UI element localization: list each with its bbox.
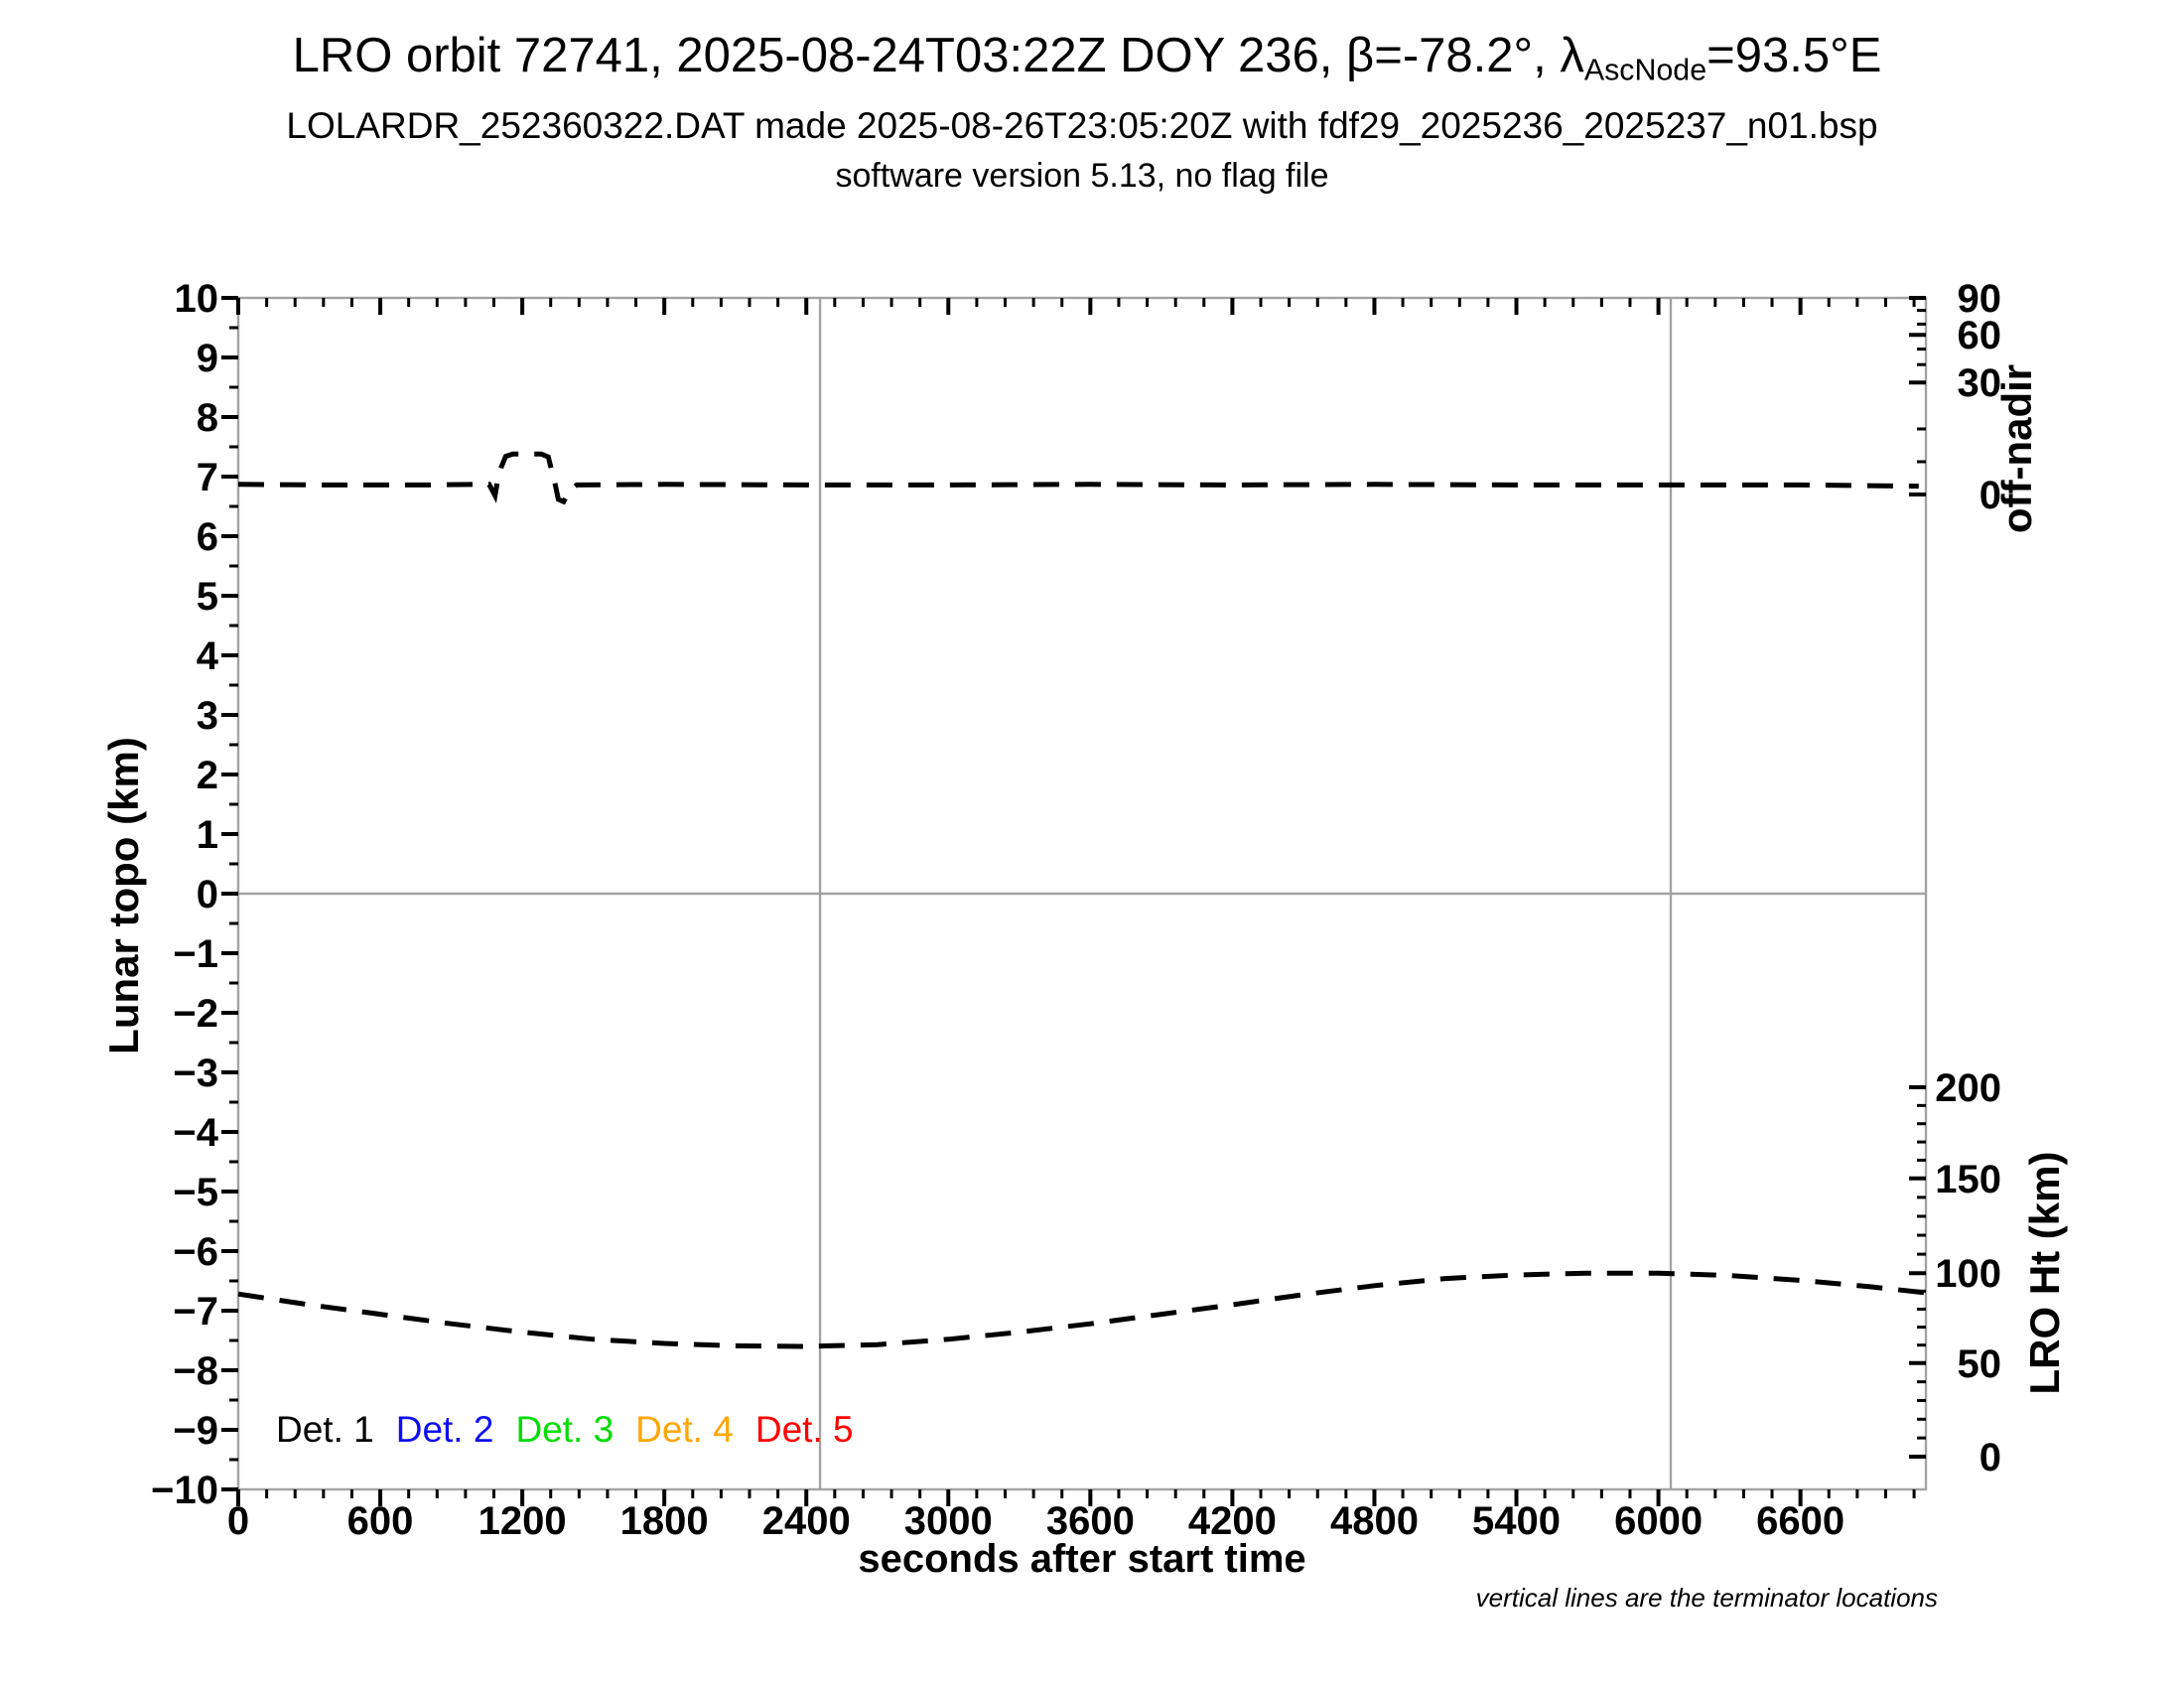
detector-legend: Det. 1 Det. 2 Det. 3 Det. 4 Det. 5 xyxy=(276,1409,854,1451)
x-tick-label: 1200 xyxy=(478,1499,567,1543)
x-axis-title: seconds after start time xyxy=(858,1537,1306,1581)
page-title-suffix: =93.5°E xyxy=(1706,29,1882,82)
x-tick-label: 0 xyxy=(227,1499,249,1543)
y-tick-label: −9 xyxy=(173,1409,218,1453)
major-ticks xyxy=(221,296,1926,1506)
x-tick-label: 1800 xyxy=(620,1499,709,1543)
page-title-main: LRO orbit 72741, 2025-08-24T03:22Z DOY 2… xyxy=(292,29,1584,82)
y-tick-label: −10 xyxy=(151,1469,218,1512)
offnadir-tick-label: 90 xyxy=(1958,277,2002,321)
offnadir-tick-label: 30 xyxy=(1958,361,2002,405)
x-tick-label: 2400 xyxy=(762,1499,851,1543)
y-tick-label: 5 xyxy=(197,575,218,619)
y-tick-label: 9 xyxy=(197,337,218,380)
y-tick-label: −1 xyxy=(173,932,218,976)
y-tick-label: 6 xyxy=(197,515,218,559)
x-tick-label: 4200 xyxy=(1188,1499,1277,1543)
lro-height-axis-title: LRO Ht (km) xyxy=(2021,1151,2068,1395)
gridlines xyxy=(238,298,1926,1489)
lroht-tick-label: 0 xyxy=(1979,1436,2001,1479)
legend-item-det-1: Det. 1 xyxy=(276,1409,374,1450)
y-tick-label: −8 xyxy=(173,1349,218,1393)
y-tick-label: 10 xyxy=(175,277,219,321)
data-series xyxy=(237,451,1927,1349)
lroht-tick-label: 150 xyxy=(1935,1158,2001,1201)
y-tick-label: 2 xyxy=(197,754,218,797)
x-tick-label: 6000 xyxy=(1614,1499,1703,1543)
page-subsubtitle: software version 5.13, no flag file xyxy=(835,157,1329,195)
offnadir-axis-title: off-nadir xyxy=(1993,363,2040,534)
x-tick-label: 3600 xyxy=(1046,1499,1135,1543)
y-tick-label: 4 xyxy=(197,634,219,678)
y-tick-label: 3 xyxy=(197,694,218,738)
y-tick-label: −3 xyxy=(173,1052,218,1095)
lroht-tick-label: 100 xyxy=(1935,1252,2001,1296)
offnadir-tick-label: 0 xyxy=(1979,474,2001,517)
minor-ticks xyxy=(229,298,1926,1498)
y-tick-label: 8 xyxy=(197,396,218,440)
y-tick-label: −4 xyxy=(173,1111,218,1155)
legend-item-det-3: Det. 3 xyxy=(515,1409,614,1450)
y-tick-label: −2 xyxy=(173,992,218,1036)
x-tick-label: 6600 xyxy=(1756,1499,1844,1543)
legend-item-det-4: Det. 4 xyxy=(635,1409,734,1450)
lro-height-curve xyxy=(237,1270,1927,1349)
y-tick-label: −7 xyxy=(173,1290,218,1334)
offnadir-tick-label: 60 xyxy=(1958,314,2002,357)
page-subtitle: LOLARDR_252360322.DAT made 2025-08-26T23… xyxy=(286,105,1878,146)
terminator-footnote: vertical lines are the terminator locati… xyxy=(1475,1583,1938,1613)
tick-labels: 0 600 1200 1800 2400 3000 3600 4200 4800 5400 6000… xyxy=(151,277,2001,1543)
legend-item-det-2: Det. 2 xyxy=(395,1409,494,1450)
off-nadir-angle-curve xyxy=(237,451,1919,505)
x-tick-label: 4800 xyxy=(1330,1499,1419,1543)
y-tick-label: 7 xyxy=(197,456,218,499)
y-tick-label: −6 xyxy=(173,1230,218,1274)
x-tick-label: 5400 xyxy=(1472,1499,1561,1543)
y-axis-title: Lunar topo (km) xyxy=(100,737,147,1055)
x-tick-label: 3000 xyxy=(904,1499,993,1543)
lroht-tick-label: 50 xyxy=(1958,1342,2002,1386)
page-title-subscript: AscNode xyxy=(1583,53,1707,87)
page-title: LRO orbit 72741, 2025-08-24T03:22Z DOY 2… xyxy=(0,28,2174,88)
legend-item-det-5: Det. 5 xyxy=(754,1409,854,1450)
y-tick-label: 0 xyxy=(197,873,218,916)
lroht-tick-label: 200 xyxy=(1935,1066,2001,1110)
x-tick-label: 600 xyxy=(347,1499,414,1543)
y-tick-label: 1 xyxy=(197,813,218,857)
y-tick-label: −5 xyxy=(173,1171,218,1214)
